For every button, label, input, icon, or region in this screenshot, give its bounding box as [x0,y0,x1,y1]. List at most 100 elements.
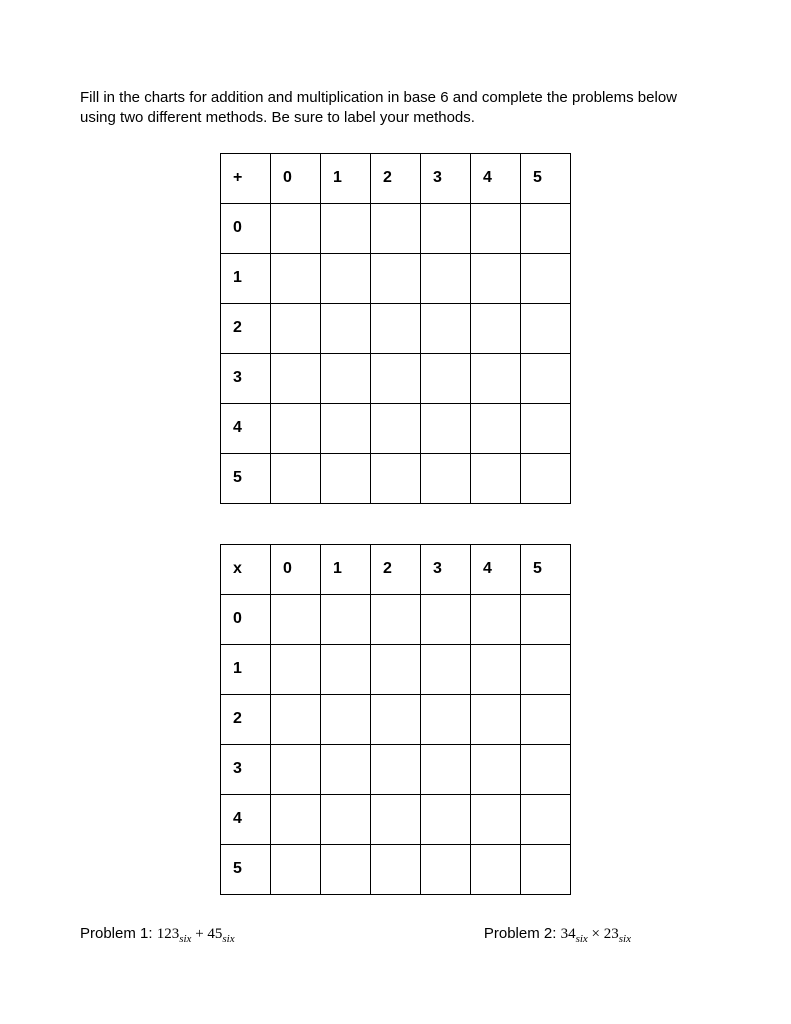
cell[interactable] [371,644,421,694]
cell[interactable] [471,253,521,303]
problem-2-lhs-sub: six [576,933,588,945]
cell[interactable] [371,353,421,403]
cell[interactable] [271,744,321,794]
table-row: 4 [221,403,571,453]
cell[interactable] [371,844,421,894]
cell[interactable] [521,694,571,744]
cell[interactable] [471,694,521,744]
cell[interactable] [471,353,521,403]
table-row: 2 [221,303,571,353]
cell[interactable] [271,794,321,844]
cell[interactable] [471,203,521,253]
col-header: 0 [271,544,321,594]
cell[interactable] [421,594,471,644]
cell[interactable] [371,253,421,303]
cell[interactable] [271,353,321,403]
cell[interactable] [521,203,571,253]
cell[interactable] [321,353,371,403]
cell[interactable] [321,744,371,794]
cell[interactable] [371,303,421,353]
problem-1-rhs: 45 [207,926,222,942]
instructions-text: Fill in the charts for addition and mult… [80,88,711,129]
cell[interactable] [471,844,521,894]
col-header: 3 [421,544,471,594]
cell[interactable] [371,694,421,744]
cell[interactable] [521,844,571,894]
cell[interactable] [271,594,321,644]
cell[interactable] [321,594,371,644]
col-header: 1 [321,153,371,203]
col-header: 4 [471,544,521,594]
cell[interactable] [421,744,471,794]
cell[interactable] [471,594,521,644]
cell[interactable] [321,403,371,453]
cell[interactable] [271,403,321,453]
cell[interactable] [371,594,421,644]
cell[interactable] [271,453,321,503]
cell[interactable] [321,303,371,353]
cell[interactable] [271,644,321,694]
cell[interactable] [271,303,321,353]
cell[interactable] [421,794,471,844]
col-header: 4 [471,153,521,203]
col-header: 1 [321,544,371,594]
cell[interactable] [321,453,371,503]
operator-cell: + [221,153,271,203]
cell[interactable] [271,253,321,303]
row-header: 1 [221,644,271,694]
cell[interactable] [521,594,571,644]
cell[interactable] [421,203,471,253]
problems-row: Problem 1: 123six + 45six Problem 2: 34s… [80,925,711,945]
table-row: 3 [221,353,571,403]
row-header: 1 [221,253,271,303]
cell[interactable] [471,303,521,353]
cell[interactable] [371,453,421,503]
table-row: 5 [221,844,571,894]
cell[interactable] [521,353,571,403]
cell[interactable] [471,403,521,453]
cell[interactable] [321,844,371,894]
cell[interactable] [271,844,321,894]
cell[interactable] [371,744,421,794]
cell[interactable] [321,253,371,303]
table-row: 1 [221,253,571,303]
row-header: 5 [221,844,271,894]
cell[interactable] [521,303,571,353]
cell[interactable] [271,694,321,744]
cell[interactable] [521,644,571,694]
cell[interactable] [421,694,471,744]
cell[interactable] [421,403,471,453]
cell[interactable] [521,794,571,844]
row-header: 2 [221,303,271,353]
cell[interactable] [521,744,571,794]
cell[interactable] [321,203,371,253]
cell[interactable] [371,203,421,253]
cell[interactable] [421,353,471,403]
cell[interactable] [321,794,371,844]
cell[interactable] [521,453,571,503]
cell[interactable] [471,453,521,503]
cell[interactable] [471,794,521,844]
cell[interactable] [421,303,471,353]
cell[interactable] [371,403,421,453]
cell[interactable] [521,403,571,453]
cell[interactable] [421,644,471,694]
cell[interactable] [521,253,571,303]
cell[interactable] [421,453,471,503]
table-row: 0 [221,594,571,644]
cell[interactable] [471,744,521,794]
row-header: 3 [221,353,271,403]
problem-1: Problem 1: 123six + 45six [80,925,235,945]
cell[interactable] [471,644,521,694]
row-header: 0 [221,203,271,253]
cell[interactable] [321,644,371,694]
row-header: 3 [221,744,271,794]
cell[interactable] [321,694,371,744]
cell[interactable] [271,203,321,253]
cell[interactable] [371,794,421,844]
cell[interactable] [421,253,471,303]
operator-cell: x [221,544,271,594]
cell[interactable] [421,844,471,894]
problem-1-rhs-sub: six [222,933,234,945]
row-header: 5 [221,453,271,503]
